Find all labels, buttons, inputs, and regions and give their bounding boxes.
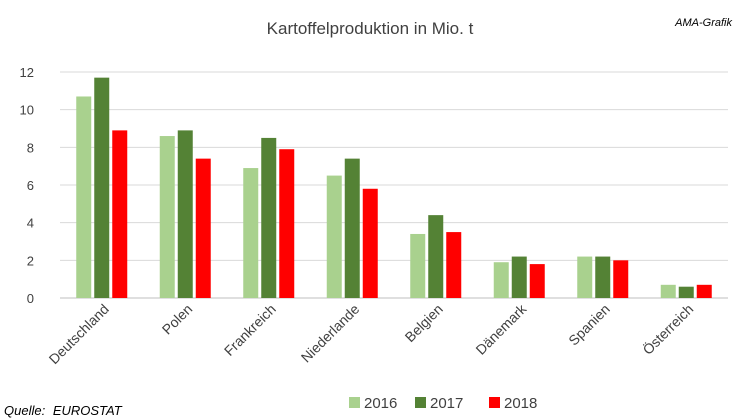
x-category-label: Frankreich xyxy=(221,301,279,359)
y-tick-label: 2 xyxy=(27,253,34,268)
bar-2018 xyxy=(279,149,295,298)
bar-2018 xyxy=(112,130,128,298)
bar-2017 xyxy=(344,158,360,298)
source-value: EUROSTAT xyxy=(53,403,123,418)
x-category-label: Deutschland xyxy=(46,301,112,367)
bar-2016 xyxy=(410,233,426,298)
y-tick-label: 4 xyxy=(27,216,34,231)
x-category-label: Österreich xyxy=(639,300,697,358)
legend-swatch-2016 xyxy=(349,397,360,408)
bar-2016 xyxy=(577,256,593,298)
x-category-label: Belgien xyxy=(402,301,446,345)
x-category-label: Niederlande xyxy=(298,301,363,366)
y-axis-tick-labels: 0 2 4 6 8 10 12 xyxy=(20,65,34,306)
y-tick-label: 12 xyxy=(20,65,34,80)
bar-2018 xyxy=(529,264,545,298)
x-category-label: Dänemark xyxy=(472,300,530,358)
y-tick-label: 10 xyxy=(20,103,34,118)
legend-label-2017: 2017 xyxy=(430,395,463,412)
bars xyxy=(76,77,712,299)
bar-2018 xyxy=(362,188,378,298)
y-tick-label: 6 xyxy=(27,178,34,193)
bar-2016 xyxy=(76,96,92,298)
x-axis-category-labels: Deutschland Polen Frankreich Niederlande Bel… xyxy=(46,300,697,367)
bar-2018 xyxy=(195,158,211,298)
bar-2016 xyxy=(660,284,676,298)
x-category-label: Spanien xyxy=(565,301,613,349)
x-category-label: Polen xyxy=(159,301,196,338)
bar-2017 xyxy=(678,286,694,298)
chart-title: Kartoffelproduktion in Mio. t xyxy=(267,19,474,38)
bar-2018 xyxy=(446,232,462,298)
y-tick-label: 0 xyxy=(27,291,34,306)
bar-2017 xyxy=(511,256,527,298)
source-note: Quelle: EUROSTAT xyxy=(4,403,123,418)
bar-2017 xyxy=(94,77,110,299)
bar-2017 xyxy=(595,256,611,298)
bar-2016 xyxy=(159,136,175,298)
y-tick-label: 8 xyxy=(27,140,34,155)
brand-label: AMA-Grafik xyxy=(674,17,732,29)
bar-2018 xyxy=(613,260,629,298)
bar-2016 xyxy=(243,168,259,298)
legend-label-2018: 2018 xyxy=(504,395,537,412)
bar-2018 xyxy=(696,284,712,298)
legend-swatch-2017 xyxy=(415,397,426,408)
bar-2017 xyxy=(428,215,444,298)
bar-2017 xyxy=(177,130,193,298)
bar-2016 xyxy=(493,262,509,298)
legend-label-2016: 2016 xyxy=(364,395,397,412)
legend: 2016 2017 2018 xyxy=(349,395,537,412)
source-label: Quelle: xyxy=(4,403,46,418)
bar-2016 xyxy=(326,175,342,298)
bar-2017 xyxy=(261,137,277,298)
legend-swatch-2018 xyxy=(489,397,500,408)
